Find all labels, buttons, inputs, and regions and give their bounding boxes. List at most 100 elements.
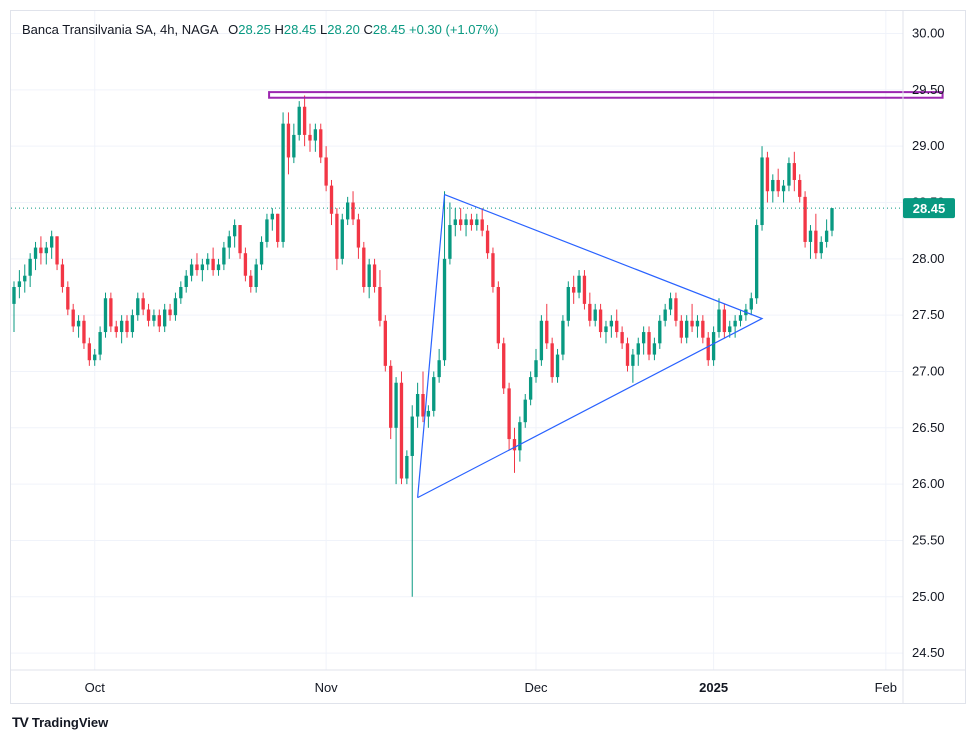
candle-body — [620, 332, 624, 344]
candle-body — [545, 320, 549, 344]
candle-body — [351, 202, 355, 220]
candle-body — [421, 394, 425, 417]
y-tick-label: 28.00 — [912, 251, 945, 266]
candle-body — [157, 315, 161, 327]
candle-body — [383, 320, 387, 366]
candle-body — [566, 286, 570, 321]
candle-body — [189, 264, 194, 276]
candle-body — [39, 247, 43, 254]
y-tick-label: 24.50 — [912, 645, 945, 660]
candle-body — [582, 275, 587, 304]
candle-body — [308, 134, 312, 141]
candle-body — [442, 258, 447, 361]
x-tick-label: 2025 — [699, 680, 728, 695]
candle-body — [496, 286, 501, 344]
candle-body — [276, 213, 280, 242]
low-label: L — [320, 22, 328, 37]
x-tick-label: Dec — [524, 680, 548, 695]
candle-body — [728, 326, 732, 333]
candle-body — [410, 416, 414, 456]
candle-body — [76, 320, 81, 327]
candle-body — [738, 315, 743, 321]
x-tick-label: Feb — [875, 680, 897, 695]
candle-body — [663, 309, 667, 321]
candle-body — [184, 275, 188, 287]
candle-body — [512, 439, 517, 451]
candle-body — [792, 163, 796, 180]
candle-body — [114, 326, 118, 333]
candle-body — [733, 320, 737, 327]
open-value: 28.25 — [238, 22, 271, 37]
candle-body — [588, 303, 592, 321]
candle-body — [394, 382, 398, 428]
candle-body — [60, 264, 65, 287]
candle-body — [824, 230, 829, 242]
candle-body — [249, 275, 253, 287]
change-value: +0.30 (+1.07%) — [409, 22, 499, 37]
candle-body — [66, 286, 70, 310]
candle-body — [539, 320, 544, 361]
candle-body — [179, 286, 183, 299]
candle-body — [658, 320, 662, 344]
candle-body — [152, 315, 156, 321]
candles — [12, 95, 834, 597]
candle-body — [130, 315, 135, 333]
candle-body — [254, 264, 258, 287]
candle-body — [216, 264, 221, 271]
x-tick-label: Oct — [85, 680, 106, 695]
candle-body — [787, 163, 791, 186]
candle-body — [631, 354, 635, 366]
candle-body — [297, 106, 301, 135]
candle-body — [523, 399, 527, 423]
y-tick-label: 27.50 — [912, 307, 945, 322]
candle-body — [593, 309, 597, 321]
y-tick-label: 25.00 — [912, 589, 945, 604]
candle-body — [367, 264, 371, 287]
candle-body — [701, 320, 705, 338]
candle-body — [362, 247, 366, 287]
candle-body — [232, 225, 237, 237]
candle-body — [109, 298, 113, 327]
candle-body — [335, 213, 339, 259]
candle-body — [55, 236, 59, 265]
candle-body — [313, 129, 318, 141]
candle-body — [776, 179, 780, 192]
candle-body — [722, 309, 727, 333]
open-label: O — [228, 22, 239, 37]
tradingview-brand[interactable]: TV TradingView — [12, 714, 108, 730]
candle-body — [625, 343, 630, 366]
drawings — [11, 91, 944, 499]
triangle-pattern — [417, 194, 764, 499]
candle-body — [803, 196, 807, 242]
candle-body — [319, 129, 323, 158]
candle-body — [507, 388, 511, 440]
candle-body — [87, 343, 92, 361]
candle-body — [717, 309, 721, 333]
candle-body — [695, 320, 700, 327]
low-value: 28.20 — [327, 22, 360, 37]
candle-body — [798, 179, 802, 197]
candle-body — [378, 286, 382, 321]
x-axis: OctNovDec2025FebMar — [11, 669, 965, 695]
candle-body — [609, 320, 614, 327]
candle-body — [243, 253, 248, 276]
candle-body — [281, 123, 285, 242]
candle-body — [598, 309, 603, 333]
candle-body — [464, 219, 468, 226]
y-tick-label: 29.50 — [912, 82, 945, 97]
candle-body — [647, 332, 651, 355]
candle-body — [749, 298, 753, 310]
candle-body — [685, 320, 689, 338]
candle-body — [292, 134, 296, 158]
resistance-rectangle — [268, 91, 944, 99]
brand-name: TradingView — [31, 714, 109, 730]
candle-body — [615, 320, 619, 333]
candle-body — [270, 213, 274, 220]
y-tick-label: 27.00 — [912, 363, 945, 378]
candle-body — [265, 219, 269, 242]
candle-body — [399, 382, 404, 479]
candle-body — [389, 365, 393, 428]
candle-body — [502, 343, 506, 389]
candle-body — [200, 264, 205, 271]
